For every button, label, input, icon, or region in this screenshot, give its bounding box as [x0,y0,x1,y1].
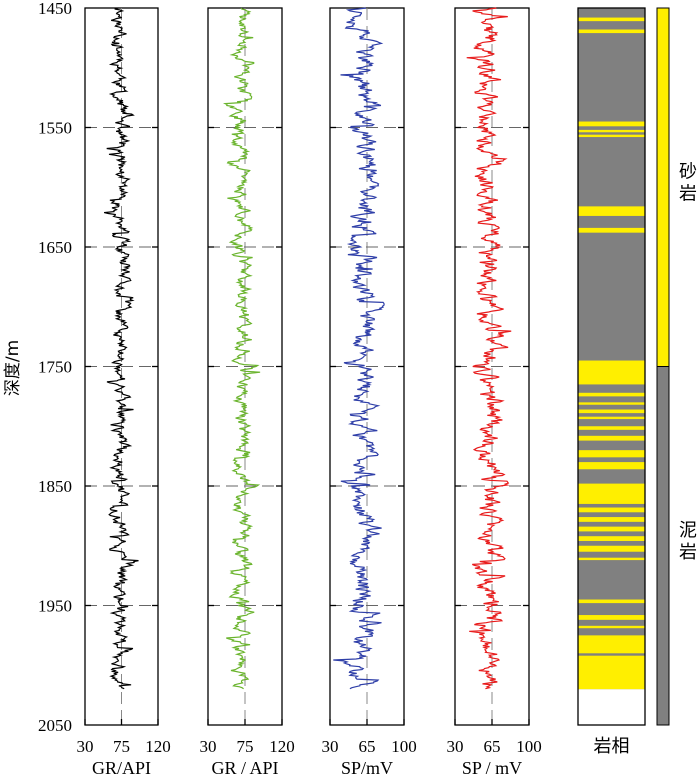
sandstone-layer [578,409,645,414]
x-tick-label: 30 [200,737,217,756]
x-tick-label: 30 [322,737,339,756]
sandstone-layer [578,392,645,397]
x-tick-label: 75 [113,737,130,756]
sandstone-layer [578,507,645,513]
x-axis-label: SP/mV [341,758,393,778]
log-panels: 30 75 120 GR/API 30 75 120 GR / API 30 65 100 SP/mV… [77,7,542,778]
x-tick-label: 65 [359,737,376,756]
sandstone-layer [578,17,645,22]
sandstone-layer [578,29,645,34]
log-panel: 30 75 120 GR/API [77,7,171,778]
x-tick-label: 120 [269,737,295,756]
sandstone-layer [578,416,645,420]
x-tick-label: 100 [516,737,542,756]
sandstone-layer [578,625,645,629]
y-axis-label: 深度/m [3,340,23,396]
x-tick-label: 100 [391,737,417,756]
lithology-label: 岩相 [594,736,630,757]
x-tick-label: 75 [237,737,254,756]
y-tick-label: 1950 [38,597,72,616]
sandstone-layer [578,402,645,405]
sandstone-layer [578,462,645,470]
sandstone-layer [578,435,645,441]
x-tick-label: 30 [447,737,464,756]
log-curve [333,7,385,690]
x-tick-label: 65 [484,737,501,756]
sandstone-layer [578,206,645,216]
log-panel: 30 75 120 GR / API [200,7,295,778]
sandstone-layer [578,536,645,541]
y-tick-label: 1750 [38,358,72,377]
x-axis-label: GR / API [211,758,278,778]
sandstone-layer [578,615,645,620]
sandstone-layer [578,526,645,532]
log-curve [103,7,139,690]
sandstone-layer [578,557,645,561]
sandstone-layer [578,129,645,133]
facies-label-char: 岩 [679,183,697,204]
y-tick-label: 1650 [38,238,72,257]
sandstone-layer [578,426,645,430]
log-curve [466,7,512,690]
x-tick-label: 30 [77,737,94,756]
log-curve [222,7,261,690]
sandstone-layer [578,121,645,127]
sandstone-layer [578,517,645,522]
y-tick-label: 1850 [38,477,72,496]
facies-segment [656,7,670,367]
x-tick-label: 120 [145,737,171,756]
x-axis-label: GR/API [92,758,151,778]
sandstone-layer [578,655,645,690]
mudstone-fill [578,8,645,690]
lithology-frame [577,7,646,726]
y-tick-label: 1550 [38,119,72,138]
sandstone-layer [578,450,645,458]
facies-label-char: 砂 [679,161,697,182]
sandstone-layer [578,599,645,604]
facies-label-char: 泥 [679,520,697,541]
sandstone-layer [578,483,645,504]
sandstone-layer [578,227,645,233]
log-panel: 30 65 100 SP / mV [447,7,542,778]
x-axis-label: SP / mV [462,758,522,778]
lithology-column: 岩相 [577,7,646,757]
y-tick-label: 2050 [38,716,72,735]
y-tick-label: 1450 [38,0,72,18]
log-panel: 30 65 100 SP/mV [322,7,417,778]
sandstone-layer [578,635,645,654]
sandstone-layer [578,545,645,552]
facies-segment [656,366,670,726]
y-tick-labels: 1450 1550 1650 1750 1850 1950 2050 [38,0,72,735]
facies-label-char: 岩 [679,542,697,563]
sandstone-layer [578,134,645,138]
sandstone-layer [578,360,645,385]
